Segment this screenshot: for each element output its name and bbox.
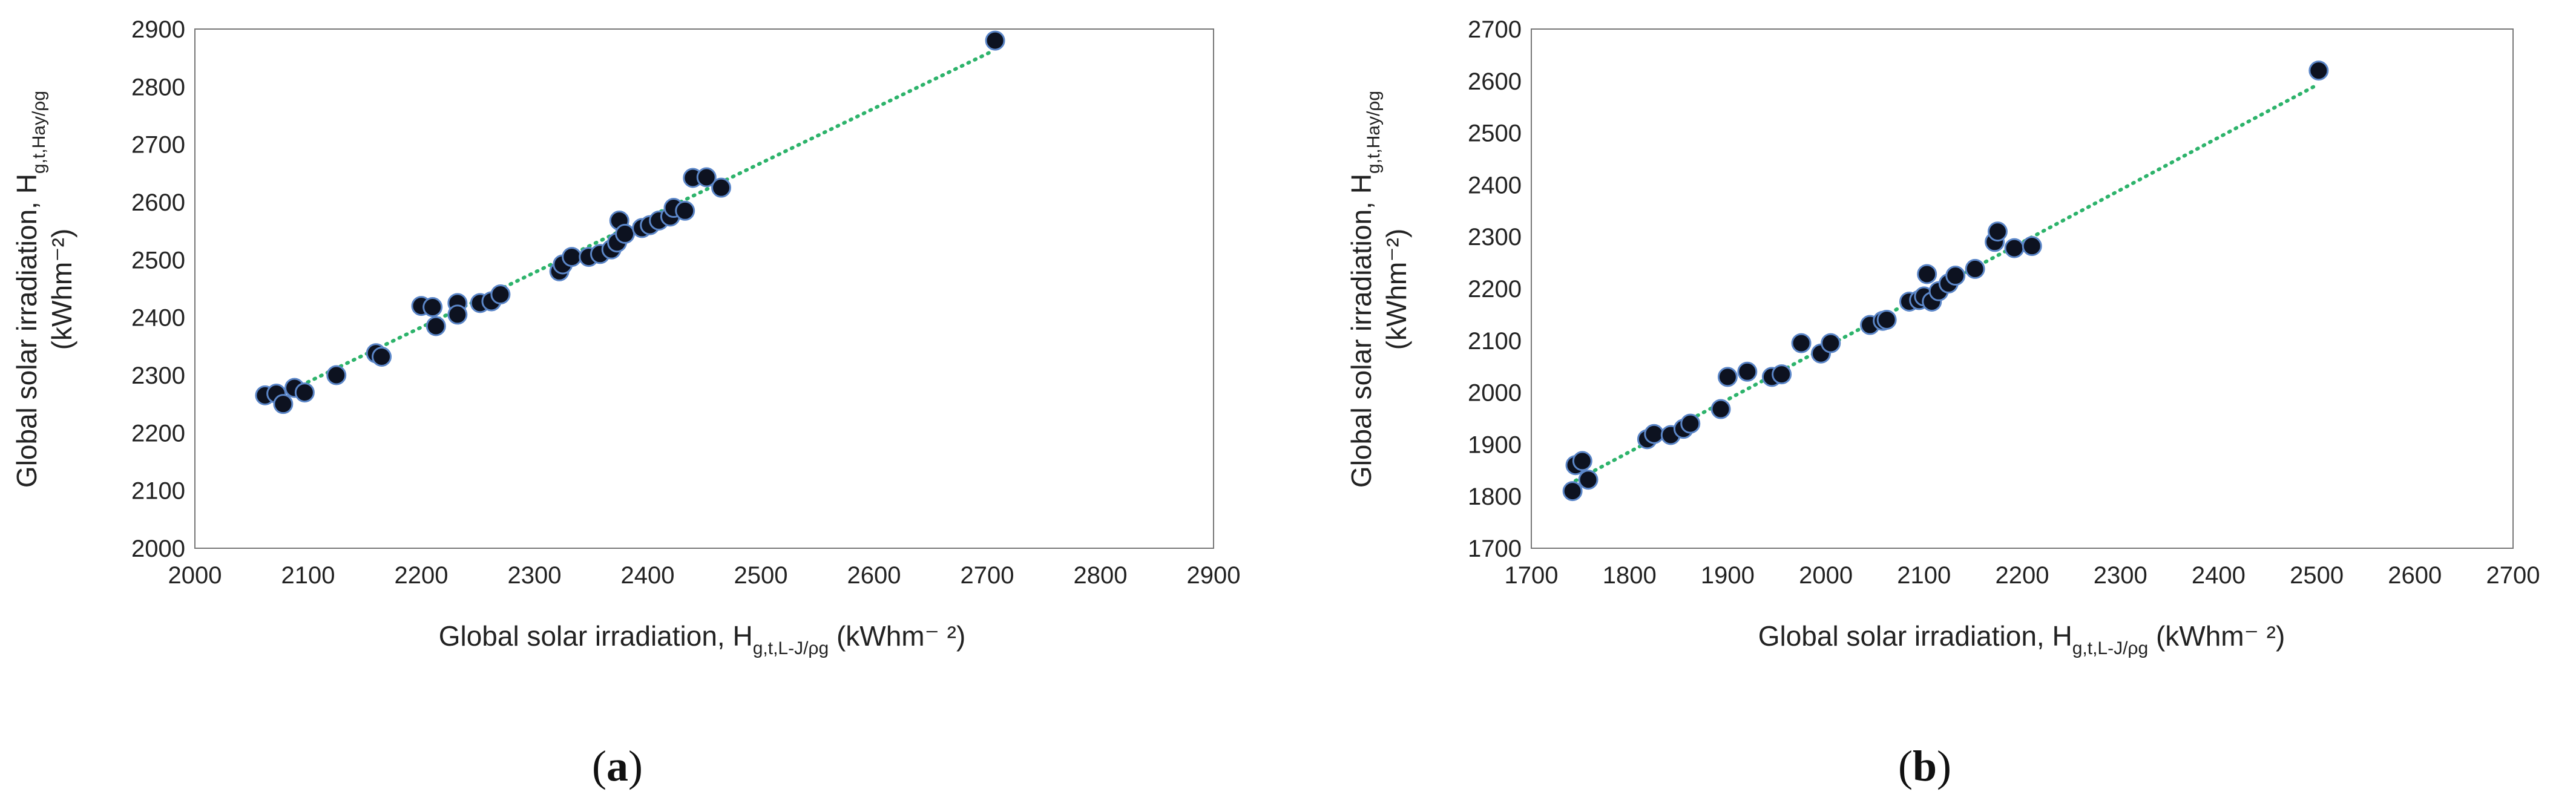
data-point [615,223,636,244]
data-point [1644,424,1664,444]
y-axis-label: Global solar irradiation, Hg,t,Hay/ρg(kW… [1346,91,1412,488]
data-point [1772,364,1792,385]
x-tick-label: 2600 [2388,562,2442,589]
y-tick-label: 2200 [1468,276,1522,303]
data-point [422,297,443,318]
y-tick-label: 1800 [1468,483,1522,510]
x-tick-label: 2700 [961,562,1014,589]
svg-text:Global solar irradiation, Hg,t: Global solar irradiation, Hg,t,Hay/ρg [11,91,49,488]
data-point [294,382,315,403]
y-tick-label: 2700 [1468,16,1522,43]
data-point [1717,367,1738,387]
x-tick-label: 2600 [847,562,901,589]
x-tick-label: 2000 [1799,562,1853,589]
y-tick-label: 2800 [131,74,185,100]
data-point [985,30,1005,51]
x-tick-label: 2200 [1996,562,2049,589]
data-point [2004,238,2025,258]
data-point [372,346,392,367]
panel-label: (b) [1898,742,1951,790]
data-point [1791,333,1812,353]
data-point [1572,451,1592,471]
data-point [1965,258,1985,279]
data-point [273,394,294,414]
x-tick-label: 1700 [1505,562,1559,589]
x-tick-label: 2800 [1074,562,1128,589]
data-point [1821,333,1841,353]
x-tick-label: 1900 [1701,562,1755,589]
data-point [1562,481,1583,502]
plot-area [1531,28,2514,549]
x-tick-label: 2300 [508,562,562,589]
x-tick-label: 2500 [2290,562,2344,589]
y-tick-label: 2500 [1468,120,1522,147]
data-point [1737,361,1758,382]
svg-text:Global solar irradiation, Hg,t: Global solar irradiation, Hg,t,Hay/ρg [1346,91,1384,488]
y-tick-label: 2600 [131,189,185,216]
data-point [675,200,695,221]
y-tick-label: 2700 [131,132,185,159]
plot-area [194,28,1214,549]
y-tick-label: 2000 [1468,380,1522,407]
data-point [696,167,717,188]
y-axis-unit: (kWhm⁻²) [1381,229,1412,350]
y-tick-label: 2000 [131,536,185,562]
x-axis-label: Global solar irradiation, Hg,t,L-J/ρg (k… [439,620,966,658]
x-tick-label: 2900 [1187,562,1241,589]
y-tick-label: 2500 [131,247,185,274]
data-point [447,304,468,325]
y-tick-label: 2100 [1468,328,1522,355]
chart-panel-b: 1700 1800 1900 2000 2100 2200 2300 2400 2500 2600… [1346,16,2540,790]
data-point [326,365,347,385]
x-tick-label: 1800 [1603,562,1657,589]
data-point [562,247,582,267]
data-point [1876,309,1897,330]
data-point [1987,221,2008,242]
y-tick-label: 2300 [1468,224,1522,251]
x-tick-label: 2400 [621,562,675,589]
data-point [2308,61,2329,81]
y-tick-label: 1700 [1468,536,1522,562]
x-tick-label: 2700 [2486,562,2540,589]
y-tick-label: 2200 [131,420,185,447]
data-point [490,284,511,305]
x-tick-label: 2400 [2192,562,2246,589]
y-tick-label: 1900 [1468,431,1522,458]
data-point [426,316,446,336]
data-point [1945,266,1966,286]
x-tick-label: 2000 [168,562,222,589]
data-point [711,177,732,198]
data-point [2022,236,2042,257]
y-axis-label: Global solar irradiation, Hg,t,Hay/ρg(kW… [11,91,77,488]
y-tick-label: 2600 [1468,68,1522,95]
x-tick-label: 2500 [734,562,788,589]
y-tick-label: 2400 [131,305,185,332]
y-axis-unit: (kWhm⁻²) [46,229,77,350]
chart-panel-a: 2000 2100 2200 2300 2400 2500 2600 2700 2800 2900… [11,16,1240,790]
data-point [1578,470,1598,490]
y-tick-label: 2300 [131,362,185,389]
x-tick-label: 2300 [2094,562,2147,589]
y-tick-label: 2100 [131,478,185,505]
x-tick-label: 2100 [1897,562,1951,589]
data-point [1710,399,1731,419]
x-axis-label: Global solar irradiation, Hg,t,L-J/ρg (k… [1758,620,2285,658]
y-tick-label: 2900 [131,16,185,43]
x-tick-label: 2200 [395,562,448,589]
x-tick-label: 2100 [281,562,335,589]
data-point [1917,264,1937,284]
data-point [1680,413,1701,434]
panel-label: (a) [592,742,643,790]
y-tick-label: 2400 [1468,172,1522,198]
